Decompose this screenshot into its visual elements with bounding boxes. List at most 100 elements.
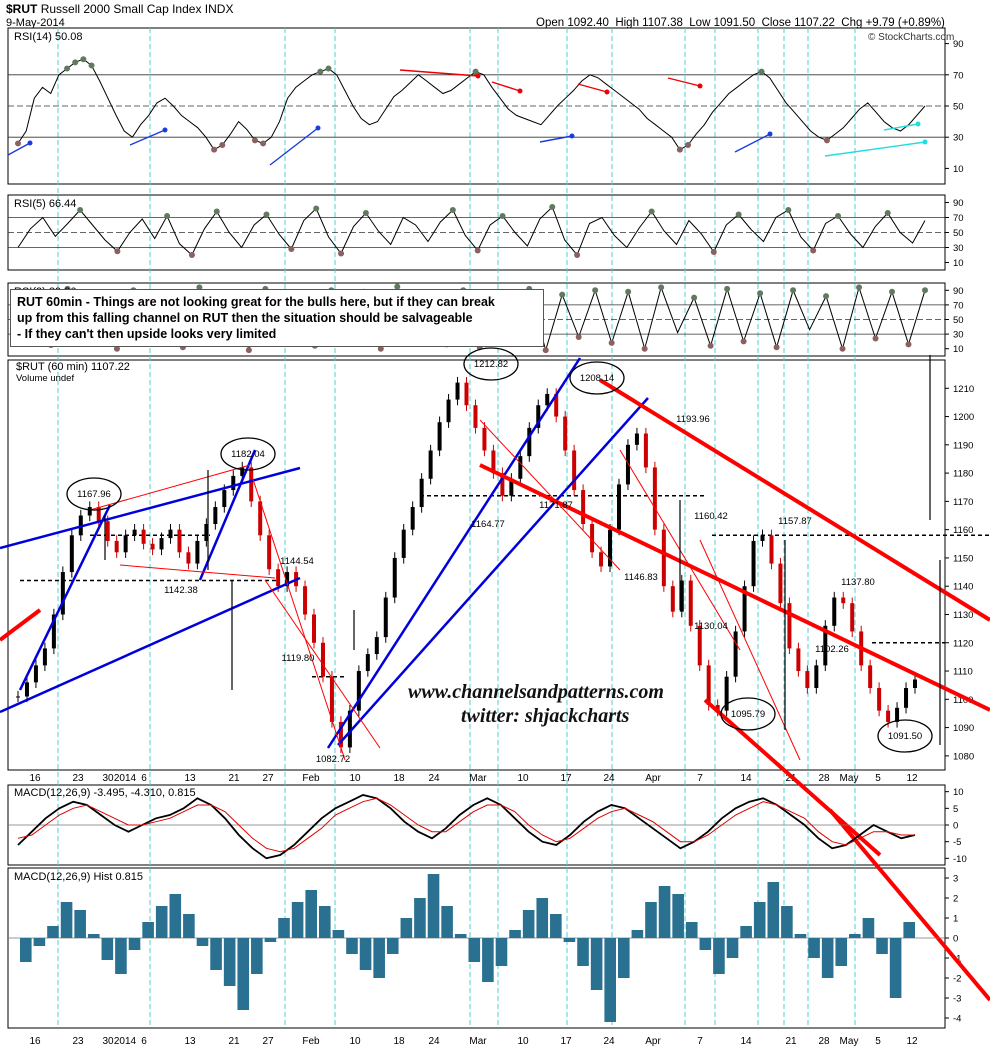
ohlc-readout: Open 1092.40 High 1107.38 Low 1091.50 Cl… xyxy=(536,17,945,29)
macd-hist-bar xyxy=(223,938,236,986)
low-value: 1091.50 xyxy=(713,17,756,29)
macd-hist-bar xyxy=(563,938,576,942)
price-candle-body xyxy=(347,710,352,748)
macd-hist-bar xyxy=(60,902,73,938)
price-candle-body xyxy=(581,490,586,524)
stockcharts-copyright: © StockCharts.com xyxy=(868,32,955,43)
price-candle-body xyxy=(805,671,810,688)
y-tick-label: 0 xyxy=(953,934,958,945)
macd-hist-bar xyxy=(237,938,250,1010)
rsi-oversold-fill xyxy=(839,345,846,352)
price-candle-body xyxy=(401,529,406,558)
y-tick-label: 1170 xyxy=(953,497,973,508)
price-candle-body xyxy=(868,665,873,688)
macd-hist-bar xyxy=(142,922,154,938)
price-candle-body xyxy=(141,529,146,544)
x-tick-label-bottom: 12 xyxy=(906,1036,918,1047)
macd-hist-bar xyxy=(441,906,453,938)
macd-series-line xyxy=(17,794,916,860)
x-tick-label-bottom: 21 xyxy=(785,1036,797,1047)
macd-hist-bar xyxy=(903,922,915,938)
macd-hist-bar xyxy=(713,938,725,974)
rsi-overbought-fill xyxy=(64,65,71,72)
blue-trendline xyxy=(18,504,112,691)
y-tick-label: 10 xyxy=(953,787,964,798)
y-tick-label: 50 xyxy=(953,102,964,113)
macd-hist-bar xyxy=(210,938,222,970)
price-annotation-label: 1182.04 xyxy=(231,449,265,460)
price-candle-body xyxy=(616,484,621,530)
price-candle-body xyxy=(850,603,855,632)
rsi-overbought-fill xyxy=(394,283,401,290)
price-annotation-label: 1119.80 xyxy=(282,653,315,664)
rsi-divergence-arrow xyxy=(577,83,608,93)
macd-hist-bar xyxy=(400,918,413,938)
price-candle-body xyxy=(527,427,532,457)
macd-hist-bar xyxy=(658,886,671,938)
price-candle-body xyxy=(365,654,370,672)
panel-title-price: $RUT (60 min) 1107.22 xyxy=(16,361,130,373)
y-tick-label: -3 xyxy=(953,994,961,1005)
price-candle-body xyxy=(392,557,397,598)
x-tick-label-bottom: 21 xyxy=(228,1036,240,1047)
macd-series-line xyxy=(17,797,915,853)
x-tick-label-bottom: Apr xyxy=(645,1036,661,1047)
macd-hist-bar xyxy=(155,906,168,938)
macd-hist-bar xyxy=(645,902,657,938)
rsi-overbought-fill xyxy=(313,205,320,212)
macd-hist-bar xyxy=(264,938,277,942)
price-candle-body xyxy=(285,572,290,587)
price-candle-body xyxy=(69,535,74,573)
thin-red-channel-line xyxy=(264,579,381,749)
y-tick-label: 1110 xyxy=(953,667,973,678)
price-candle-body xyxy=(563,416,568,451)
rsi-oversold-fill xyxy=(542,347,549,354)
rsi-arrow-head xyxy=(517,88,523,94)
rsi-oversold-fill xyxy=(707,342,714,349)
x-tick-label-bottom: Feb xyxy=(302,1036,320,1047)
x-tick-label-top: 10 xyxy=(517,773,529,784)
x-tick-label-top: 30 xyxy=(102,773,114,784)
y-tick-label: 1150 xyxy=(953,553,973,564)
rsi-oversold-fill xyxy=(740,338,747,345)
watermark-twitter: twitter: shjackcharts xyxy=(461,705,630,727)
x-tick-label-top: 13 xyxy=(184,773,196,784)
macd-hist-bar xyxy=(359,938,372,970)
macd-hist-bar xyxy=(454,934,467,938)
x-tick-label-bottom: Mar xyxy=(469,1036,487,1047)
macd-hist-bar xyxy=(821,938,834,978)
y-tick-label: 1180 xyxy=(953,469,973,480)
rsi-arrow-head xyxy=(162,127,168,133)
y-tick-label: 90 xyxy=(953,39,964,50)
macd-hist-bar xyxy=(550,914,562,938)
rsi-arrow-head xyxy=(27,140,33,146)
rsi-overbought-fill xyxy=(856,284,863,291)
x-tick-label-bottom: 28 xyxy=(818,1036,830,1047)
x-tick-label-top: 24 xyxy=(603,773,615,784)
rsi-overbought-fill xyxy=(758,68,765,75)
price-candle-body xyxy=(634,433,639,445)
rsi-overbought-fill xyxy=(790,287,797,294)
macd-hist-bar xyxy=(876,938,888,954)
price-candle-body xyxy=(590,524,595,553)
price-candle-body xyxy=(832,597,837,626)
low-label: Low xyxy=(689,17,711,29)
x-tick-label-top: 28 xyxy=(818,773,830,784)
y-tick-label: 10 xyxy=(953,258,964,269)
y-tick-label: -4 xyxy=(953,1014,961,1025)
macd-hist-bar xyxy=(482,938,494,982)
price-candle-body xyxy=(455,382,460,400)
macd-hist-bar xyxy=(849,934,861,938)
macd-hist-bar xyxy=(699,938,712,950)
x-tick-label-bottom: 6 xyxy=(141,1036,147,1047)
price-candle-body xyxy=(33,665,38,683)
price-candle-body xyxy=(24,682,29,697)
high-label: High xyxy=(615,17,639,29)
rsi-overbought-fill xyxy=(80,56,87,63)
price-candle-body xyxy=(473,405,478,428)
price-candle-body xyxy=(374,637,379,655)
price-annotation-label: 1167.96 xyxy=(77,489,111,500)
price-candle-body xyxy=(661,529,666,587)
y-tick-label: -5 xyxy=(953,837,961,848)
rsi-arrow-head xyxy=(569,133,575,139)
